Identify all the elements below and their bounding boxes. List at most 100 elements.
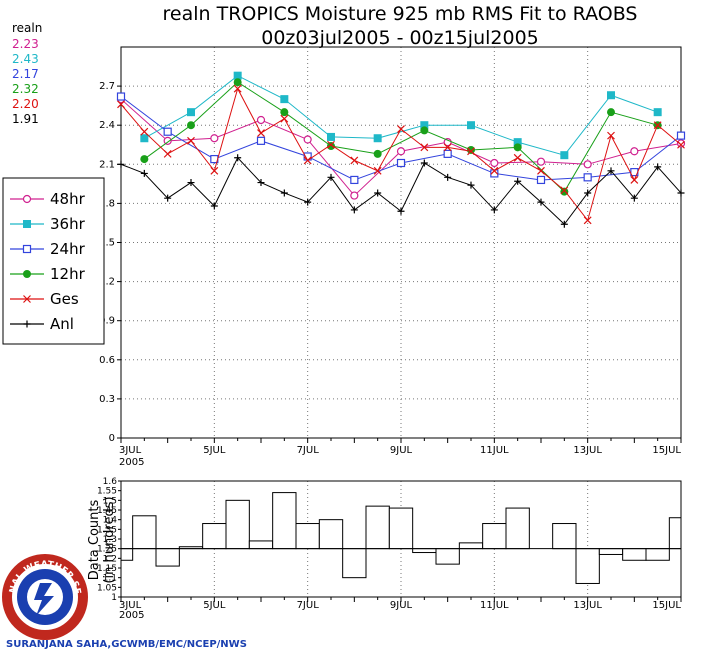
count-bar <box>120 548 134 561</box>
main-ytick-label: 1.8 <box>99 198 115 209</box>
legend-label-24hr: 24hr <box>50 240 86 258</box>
count-bar <box>132 515 157 550</box>
bar-ytick-label: 1.05 <box>97 583 117 593</box>
point-anl <box>210 202 218 210</box>
point-48hr <box>256 115 266 125</box>
main-ytick-label: 0.3 <box>99 394 115 405</box>
point-ges <box>607 131 615 140</box>
main-y-axis: 0 0.3 0.6 0.9 1.2 1.5 1.8 2.1 2.4 2.7 <box>99 81 121 444</box>
count-bar <box>458 542 484 550</box>
bar-xtick-label: 13JUL <box>573 600 602 611</box>
legend-item-24hr: 24hr <box>10 240 86 258</box>
main-ytick-label: 1.2 <box>99 277 115 288</box>
point-anl <box>234 154 242 162</box>
point-ges <box>653 121 662 130</box>
legend-marker-24hr <box>22 244 32 254</box>
side-stat-36hr: 2.43 <box>12 52 39 66</box>
point-anl <box>467 181 475 189</box>
count-bar <box>622 548 647 561</box>
credit-text: SURANJANA SAHA,GCWMB/EMC/NCEP/NWS <box>6 639 247 650</box>
side-stat-ges: 2.20 <box>12 97 39 111</box>
point-36hr <box>327 132 335 141</box>
point-12hr <box>513 143 522 152</box>
main-ytick-label: 2.7 <box>99 81 115 92</box>
point-ges <box>537 166 545 175</box>
legend-item-12hr: 12hr <box>10 265 86 283</box>
point-ges <box>117 100 125 109</box>
count-bar <box>598 548 624 555</box>
point-24hr <box>443 149 452 158</box>
count-bar <box>552 523 577 550</box>
main-xtick-label: 13JUL <box>573 445 602 456</box>
point-anl <box>327 173 335 181</box>
point-48hr <box>396 147 406 156</box>
series-24hr <box>116 92 686 185</box>
count-bar <box>388 507 414 550</box>
legend-marker-anl <box>23 320 31 328</box>
point-anl <box>397 207 405 215</box>
point-ges <box>513 153 522 162</box>
count-bar <box>225 499 250 550</box>
count-bar <box>272 492 297 550</box>
count-bar <box>295 523 320 550</box>
point-12hr <box>467 145 475 154</box>
point-36hr <box>187 108 195 117</box>
point-ges <box>490 166 499 175</box>
point-anl <box>654 163 662 171</box>
point-ges <box>560 186 569 195</box>
main-ytick-label: 2.1 <box>99 159 115 170</box>
legend-item-anl: Anl <box>10 315 74 333</box>
point-36hr <box>140 134 149 143</box>
point-12hr <box>187 121 195 130</box>
bar-xtick-label: 15JUL <box>652 600 681 611</box>
point-anl <box>607 167 615 175</box>
point-24hr <box>256 136 266 145</box>
series-12hr <box>140 78 662 196</box>
count-bar <box>365 505 390 550</box>
count-bar <box>412 548 437 554</box>
count-bar <box>248 540 274 550</box>
point-anl <box>350 206 358 214</box>
point-24hr <box>536 175 546 185</box>
legend-label-48hr: 48hr <box>50 190 86 208</box>
bar-ytick-label: 1.55 <box>97 487 117 497</box>
count-bar <box>645 548 670 561</box>
point-anl <box>490 206 498 214</box>
bar-xtick-label: 3JUL <box>119 600 142 611</box>
point-48hr <box>630 147 639 156</box>
main-ytick-label: 0.9 <box>99 316 115 327</box>
point-ges <box>677 140 685 149</box>
point-12hr <box>420 126 429 135</box>
point-ges <box>257 129 265 137</box>
point-36hr <box>607 91 615 100</box>
count-bar <box>435 548 460 565</box>
legend-item-48hr: 48hr <box>10 190 86 208</box>
legend-marker-12hr <box>23 270 31 278</box>
point-36hr <box>560 151 569 160</box>
main-ytick-label: 2.4 <box>99 120 115 131</box>
point-36hr <box>233 71 242 80</box>
legend-label-anl: Anl <box>50 315 74 333</box>
main-xtick-label: 7JUL <box>297 445 320 456</box>
main-ytick-label: 0 <box>109 433 115 444</box>
bar-ytick-label: 1.3 <box>103 535 117 545</box>
side-stat-12hr: 2.32 <box>12 82 39 96</box>
bar-x-axis: 3JUL 5JUL 7JUL 9JUL 11JUL 13JUL 15JUL 2005 <box>119 597 682 621</box>
point-ges <box>583 216 592 225</box>
count-bar <box>202 523 227 550</box>
count-bar <box>668 517 682 550</box>
point-ges <box>630 176 639 184</box>
main-plot-grid <box>121 47 681 438</box>
point-anl <box>304 198 312 206</box>
main-xtick-label: 15JUL <box>652 445 681 456</box>
count-bar <box>482 523 507 550</box>
legend: 48hr 36hr 24hr 12hr Ges Anl <box>2 177 105 345</box>
bar-xtick-year: 2005 <box>119 610 144 621</box>
point-48hr <box>350 191 359 200</box>
point-anl <box>187 179 195 187</box>
point-36hr <box>513 138 522 147</box>
point-anl <box>140 169 148 177</box>
legend-box <box>2 177 105 345</box>
point-24hr <box>396 158 406 168</box>
